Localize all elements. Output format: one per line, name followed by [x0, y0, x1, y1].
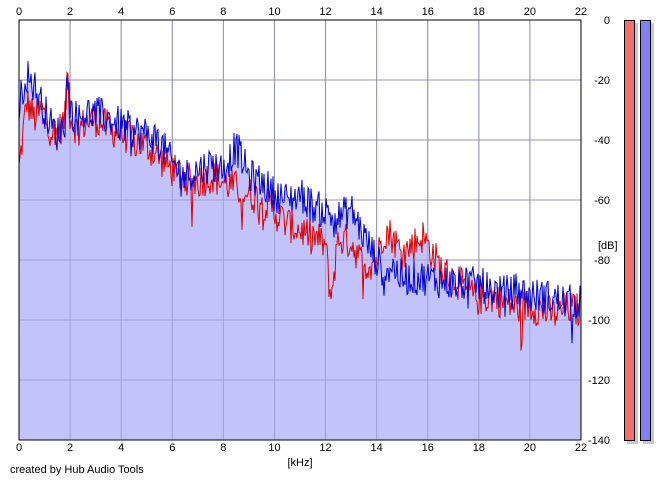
x-tick-label-bottom: 4 [118, 442, 124, 454]
x-tick-label-bottom: 20 [524, 442, 536, 454]
y-tick-label: -120 [588, 375, 610, 387]
x-tick-label-bottom: 14 [371, 442, 383, 454]
x-tick-label-bottom: 16 [422, 442, 434, 454]
x-tick-label-bottom: 2 [67, 442, 73, 454]
right-channel-meter [640, 20, 651, 441]
y-tick-label: -80 [594, 255, 610, 267]
y-tick-label: 0 [604, 15, 610, 27]
y-tick-label: -100 [588, 315, 610, 327]
y-tick-label: -60 [594, 195, 610, 207]
x-tick-label-bottom: 0 [16, 442, 22, 454]
series-line-blue [18, 61, 582, 344]
x-tick-label-top: 4 [118, 6, 124, 18]
x-tick-label-top: 12 [319, 6, 331, 18]
credit-text: created by Hub Audio Tools [10, 464, 144, 476]
x-tick-label-top: 16 [422, 6, 434, 18]
spectrum-fill [19, 61, 581, 440]
x-tick-label-top: 22 [575, 6, 587, 18]
x-tick-label-top: 20 [524, 6, 536, 18]
x-axis-label: [kHz] [287, 457, 312, 469]
series-line-red [18, 70, 582, 351]
x-tick-label-bottom: 22 [575, 442, 587, 454]
plot-frame [18, 19, 582, 441]
x-tick-label-top: 18 [473, 6, 485, 18]
x-tick-label-bottom: 12 [319, 442, 331, 454]
y-tick-label: -40 [594, 135, 610, 147]
x-tick-label-top: 14 [371, 6, 383, 18]
y-tick-label: -140 [588, 435, 610, 447]
y-axis-label: [dB] [598, 240, 618, 252]
x-tick-label-top: 10 [268, 6, 280, 18]
x-tick-label-bottom: 18 [473, 442, 485, 454]
x-tick-label-top: 6 [169, 6, 175, 18]
x-tick-label-top: 2 [67, 6, 73, 18]
x-tick-label-top: 0 [16, 6, 22, 18]
x-tick-label-bottom: 8 [220, 442, 226, 454]
x-tick-label-bottom: 10 [268, 442, 280, 454]
x-tick-label-bottom: 6 [169, 442, 175, 454]
y-tick-label: -20 [594, 75, 610, 87]
left-channel-meter [624, 20, 635, 441]
x-tick-label-top: 8 [220, 6, 226, 18]
